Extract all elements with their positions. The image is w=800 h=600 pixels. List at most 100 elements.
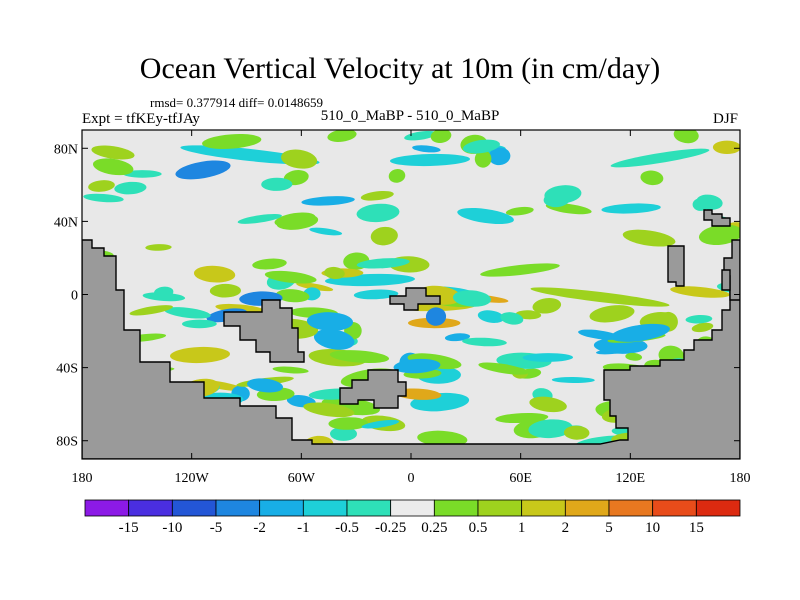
colorbar-label: -5 [210,520,223,536]
stats-label: rmsd= 0.377914 diff= 0.0148659 [150,95,323,110]
colorbar-label: -1 [297,520,310,536]
field-patch [474,150,492,168]
y-tick-label: 40N [54,215,78,230]
colorbar-label: -0.5 [335,520,359,536]
field-patch [670,286,730,298]
land-mass [721,269,731,291]
field-patch [462,139,500,154]
colorbar-swatch [171,499,217,517]
field-patch [601,203,661,214]
field-patch [528,419,573,439]
field-patch [370,226,398,246]
x-tick-label: 60E [509,471,532,486]
field-patch [193,265,236,283]
field-patch [393,358,441,374]
field-patch [306,312,354,331]
field-patch [114,181,147,195]
field-patch [252,258,287,270]
field-patch [589,305,635,323]
land-mass [82,239,740,459]
colorbar: -15 -10 -5 -2 -1 -0.5 -0.25 0.25 0.5 1 2 5 10 15 [84,499,741,536]
land-mass [667,245,685,287]
land-mass [703,209,731,227]
field-patch [563,425,590,440]
field-patch [182,319,217,329]
field-patch [275,289,310,303]
field-patch [500,312,524,325]
field-patch [425,307,447,326]
season-label: DJF [712,111,738,127]
field-patch [301,196,355,206]
field-patch [673,130,699,144]
field-patch [444,333,471,342]
experiment-label: Expt = tfKEy-tfJAy [82,111,200,127]
field-patch [505,206,534,216]
colorbar-swatch [84,499,130,517]
field-patch [480,263,560,277]
field-patch [395,388,442,400]
colorbar-swatch [608,499,654,517]
field-patch [488,147,511,166]
field-patch [175,160,231,180]
colorbar-swatch [215,499,261,517]
field-patch [477,310,505,323]
field-patch [276,213,319,230]
field-patch [92,158,134,176]
field-patch [170,346,230,364]
field-patch [324,266,345,280]
field-patch [412,145,441,153]
field-patch [551,376,595,384]
colorbar-label: 2 [562,520,570,536]
field-patch [529,396,567,413]
field-patch [309,227,343,236]
field-patch [327,130,357,142]
field-patch [457,207,514,225]
field-patch [452,290,492,307]
field-patch [281,149,318,169]
field-patch [209,283,241,298]
field-patch [532,298,562,314]
field-patch [462,337,507,347]
field-patch [544,185,582,204]
y-tick-label: 80N [54,142,78,157]
field-patch [164,307,211,319]
field-patch [610,323,670,342]
field-patch [495,412,549,424]
colorbar-swatch [259,499,304,517]
chart-title: Ocean Vertical Velocity at 10m (in cm/da… [139,52,661,85]
field-patch [530,287,670,307]
colorbar-label: -2 [253,520,266,536]
colorbar-label: 0.25 [421,520,447,536]
field-patch [296,282,334,292]
y-tick-label: 0 [71,289,78,304]
colorbar-swatch [302,499,348,517]
colorbar-swatch [564,499,610,517]
colorbar-label: 0.5 [469,520,488,536]
colorbar-label: 10 [645,520,660,536]
field-patch [640,170,664,186]
land-mass [223,299,305,363]
field-patch [578,329,621,340]
field-patch [478,362,529,375]
field-patch [303,402,355,418]
land-mask [82,209,740,459]
colorbar-swatch [521,499,566,517]
field-patch [430,130,452,143]
field-patch [356,203,400,223]
field-patch [404,130,437,141]
colorbar-label: -15 [119,520,139,536]
field-patch [246,378,284,393]
field-patch [685,314,713,324]
field-patch [330,426,357,441]
field-patch [360,190,394,201]
field-patch [692,198,709,211]
field-patch [154,286,174,298]
colorbar-label: 1 [518,520,526,536]
x-tick-label: 180 [72,471,93,486]
y-tick-label: 80S [56,435,78,450]
field-patch [353,289,399,300]
field-patch [237,213,282,224]
x-tick-label: 60W [288,471,316,486]
colorbar-swatch [695,499,741,517]
